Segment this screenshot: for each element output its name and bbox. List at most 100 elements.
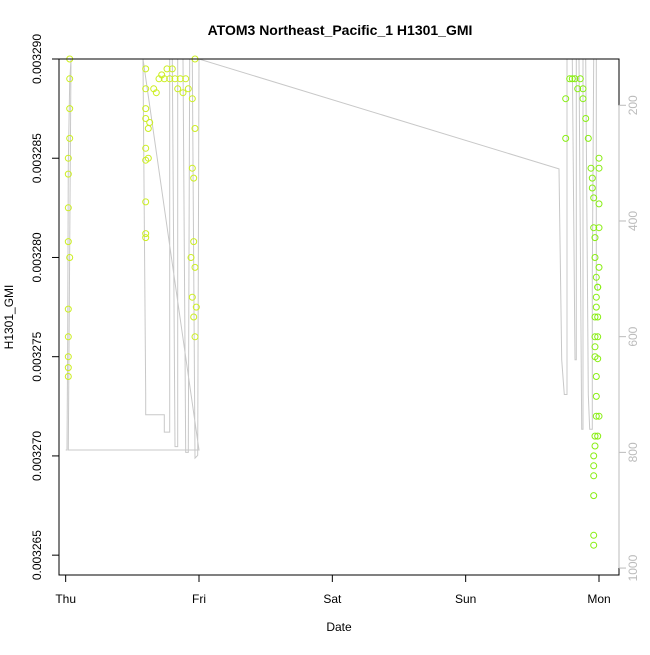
data-point xyxy=(591,254,599,261)
data-point xyxy=(592,273,600,281)
data-point xyxy=(590,452,598,460)
y-tick-label: 0.003270 xyxy=(30,431,44,481)
data-point xyxy=(594,355,602,363)
data-point xyxy=(595,200,603,208)
data-point xyxy=(576,75,584,83)
data-point xyxy=(64,305,72,313)
data-point xyxy=(591,432,599,440)
x-axis: Thu Fri Sat Sun Mon xyxy=(55,574,611,606)
data-point xyxy=(142,65,150,73)
data-point xyxy=(66,105,74,113)
data-point xyxy=(142,85,150,93)
data-point xyxy=(595,263,603,271)
data-point xyxy=(592,412,600,420)
x-tick-label: Thu xyxy=(55,592,76,606)
data-point xyxy=(594,432,602,440)
data-point xyxy=(591,234,599,242)
data-point xyxy=(590,492,598,500)
data-point xyxy=(579,85,587,93)
data-point xyxy=(594,333,602,341)
data-point xyxy=(66,75,74,83)
data-point xyxy=(142,144,150,152)
data-point xyxy=(146,119,154,126)
data-point xyxy=(182,75,190,83)
data-point xyxy=(187,254,195,261)
secondary-y-axis: 200 400 600 800 1000 xyxy=(618,95,640,581)
data-point xyxy=(64,154,72,162)
data-point xyxy=(590,194,598,202)
data-point xyxy=(571,75,579,83)
data-point xyxy=(592,303,600,311)
data-point xyxy=(590,224,598,232)
data-point xyxy=(171,75,179,83)
data-point xyxy=(192,303,200,311)
data-point xyxy=(590,462,598,470)
data-point xyxy=(64,170,72,178)
data-point xyxy=(588,184,596,192)
data-point xyxy=(594,313,602,321)
data-point xyxy=(592,392,600,400)
chart-title: ATOM3 Northeast_Pacific_1 H1301_GMI xyxy=(208,22,473,38)
data-point xyxy=(142,234,150,242)
data-point xyxy=(168,65,176,73)
x-axis-label: Date xyxy=(326,620,352,634)
data-point xyxy=(591,343,599,351)
data-point xyxy=(176,75,184,83)
data-point xyxy=(591,333,599,341)
data-point xyxy=(163,65,171,73)
data-point xyxy=(595,412,603,420)
data-point xyxy=(184,85,192,93)
y-tick-label: 0.003290 xyxy=(30,34,44,84)
data-point xyxy=(174,85,182,93)
data-point xyxy=(190,174,198,182)
data-point xyxy=(595,164,603,172)
data-point xyxy=(590,472,598,480)
data-point xyxy=(592,373,600,380)
x-tick-label: Sat xyxy=(323,592,342,606)
data-point xyxy=(584,134,592,142)
y-tick-label: 0.003280 xyxy=(30,232,44,282)
data-point xyxy=(66,134,74,142)
y2-tick-label: 200 xyxy=(626,95,640,115)
data-point xyxy=(595,224,603,232)
data-point xyxy=(590,541,598,549)
y-tick-label: 0.003265 xyxy=(30,530,44,580)
data-point xyxy=(142,230,150,238)
x-tick-label: Fri xyxy=(192,592,206,606)
data-point xyxy=(188,95,196,103)
data-point xyxy=(588,174,596,182)
data-point xyxy=(562,95,570,103)
data-point xyxy=(190,313,198,321)
data-point xyxy=(566,75,574,83)
data-point xyxy=(191,125,199,132)
data-point xyxy=(152,89,160,97)
data-point xyxy=(64,333,72,341)
data-point xyxy=(568,75,576,83)
data-point xyxy=(142,198,150,206)
data-point xyxy=(142,105,150,113)
data-point xyxy=(144,154,152,162)
data-point xyxy=(142,115,150,122)
data-point xyxy=(191,333,199,341)
data-point xyxy=(160,75,168,83)
data-point xyxy=(591,313,599,321)
x-tick-label: Mon xyxy=(587,592,610,606)
data-point xyxy=(582,115,590,122)
y-axis: 0.003265 0.003270 0.003275 0.003280 0.003285… xyxy=(30,34,60,580)
y-tick-label: 0.003285 xyxy=(30,133,44,183)
data-point xyxy=(64,204,72,212)
x-tick-label: Sun xyxy=(455,592,476,606)
y2-tick-label: 400 xyxy=(626,211,640,231)
data-point xyxy=(591,442,599,450)
data-point xyxy=(64,353,72,361)
y2-tick-label: 600 xyxy=(626,326,640,346)
data-point xyxy=(590,531,598,539)
data-point xyxy=(190,238,198,246)
data-point xyxy=(574,85,582,93)
data-point xyxy=(64,373,72,380)
data-point xyxy=(188,164,196,172)
y-tick-label: 0.003275 xyxy=(30,331,44,381)
